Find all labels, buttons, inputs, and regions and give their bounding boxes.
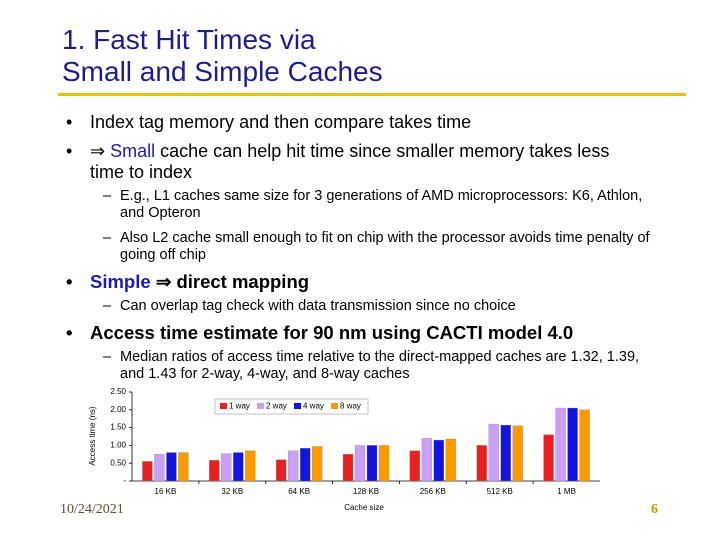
bar [342, 454, 354, 482]
bar [287, 450, 299, 482]
title-line: Small and Simple Caches [62, 56, 383, 87]
legend-swatch [220, 403, 227, 409]
bar [275, 459, 287, 482]
bar [579, 409, 590, 482]
bar [500, 424, 511, 482]
bar [488, 423, 499, 482]
y-tick-label: 2.00 [110, 405, 126, 414]
bar [409, 450, 421, 482]
bullet-text: cache can help hit time since smaller me… [90, 141, 610, 182]
bar [378, 445, 390, 482]
x-axis-label: Cache size [344, 503, 384, 512]
bar [366, 445, 378, 482]
bar [166, 452, 177, 482]
bar [245, 450, 256, 482]
y-tick-label: 0.50 [110, 458, 126, 467]
y-tick-label: - [123, 476, 126, 485]
bar [154, 454, 165, 482]
bar [354, 445, 366, 482]
bar [311, 446, 323, 482]
bar [221, 453, 232, 482]
bullet: Access time estimate for 90 nm using CAC… [66, 322, 670, 343]
legend-label: 4 way [303, 402, 324, 411]
bar [142, 461, 153, 482]
x-tick-label: 64 KB [288, 487, 310, 496]
bullet: ⇒ Small cache can help hit time since sm… [66, 141, 620, 183]
bullet-text: ⇒ direct mapping [155, 271, 310, 292]
bar [445, 438, 457, 482]
x-tick-label: 256 KB [420, 487, 446, 496]
bullet-highlight: Simple [90, 271, 151, 292]
bar [567, 407, 578, 482]
bar [543, 434, 554, 482]
legend-label: 2 way [266, 402, 287, 411]
sub-bullet: Median ratios of access time relative to… [103, 349, 660, 383]
y-tick-label: 1.00 [110, 441, 126, 450]
bullet: Simple ⇒ direct mapping [66, 271, 650, 292]
legend-label: 8 way [340, 402, 361, 411]
x-tick-label: 128 KB [353, 487, 379, 496]
x-tick-label: 32 KB [221, 487, 243, 496]
bar [299, 448, 311, 482]
y-tick-label: 1.50 [110, 423, 126, 432]
x-tick-label: 16 KB [155, 487, 177, 496]
legend-box [214, 398, 369, 415]
bar [421, 438, 433, 482]
sub-bullet: Can overlap tag check with data transmis… [103, 298, 680, 315]
bar [209, 460, 220, 482]
title-rule [58, 93, 686, 96]
legend-label: 1 way [229, 402, 250, 411]
bullet-text: Index tag memory and then compare takes … [90, 112, 472, 132]
bar [476, 445, 487, 482]
bar [233, 452, 244, 482]
bullet-arrow: ⇒ [90, 141, 106, 161]
slide-title: 1. Fast Hit Times via Small and Simple C… [62, 24, 383, 88]
legend-swatch [331, 403, 338, 409]
date: 10/24/2021 [60, 502, 124, 517]
bullet-highlight: Small [110, 141, 156, 161]
legend-swatch [294, 403, 301, 409]
x-tick-label: 512 KB [487, 487, 513, 496]
bar [555, 407, 566, 482]
sub-bullet: Also L2 cache small enough to fit on chi… [103, 230, 655, 264]
bullet: Index tag memory and then compare takes … [66, 112, 650, 133]
page-number: 6 [651, 502, 658, 517]
bullet-text: Access time estimate for 90 nm using CAC… [90, 322, 574, 343]
x-tick-label: 1 MB [557, 487, 576, 496]
bar [512, 425, 523, 482]
title-line: 1. Fast Hit Times via [62, 24, 316, 55]
sub-bullet: E.g., L1 caches same size for 3 generati… [103, 188, 660, 222]
legend-swatch [257, 403, 264, 409]
bar [178, 452, 189, 482]
y-tick-label: 2.50 [110, 387, 126, 396]
bar [433, 439, 445, 482]
y-axis-label: Access time (ns) [88, 406, 97, 465]
